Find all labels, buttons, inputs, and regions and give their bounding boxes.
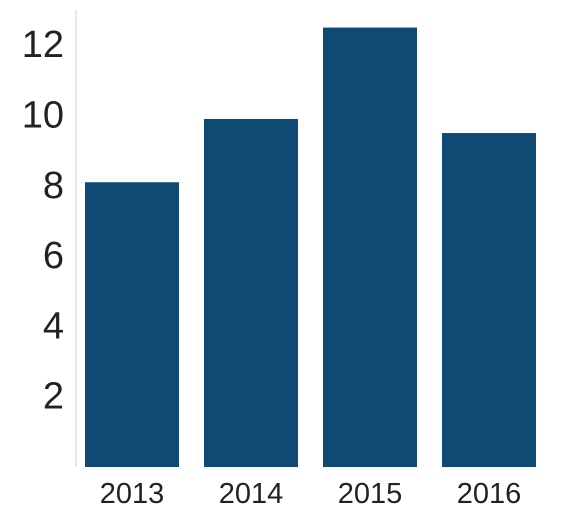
bars <box>85 27 536 468</box>
x-tick-label: 2015 <box>338 478 403 510</box>
y-tick-label: 4 <box>43 305 64 347</box>
x-tick-label: 2016 <box>457 478 522 510</box>
y-tick-label: 8 <box>43 165 64 207</box>
x-axis: 2013 2014 2015 2016 <box>100 478 522 510</box>
x-tick-label: 2013 <box>100 478 165 510</box>
bar-2013 <box>85 182 179 467</box>
x-tick-label: 2014 <box>219 478 284 510</box>
y-tick-label: 2 <box>43 376 64 418</box>
y-tick-label: 12 <box>22 24 64 66</box>
y-tick-label: 6 <box>43 235 64 277</box>
y-axis: 2 4 6 8 10 12 <box>22 10 77 467</box>
bar-2014 <box>204 118 298 467</box>
bar-2015 <box>323 27 417 467</box>
bar-2016 <box>442 133 536 468</box>
y-tick-label: 10 <box>22 94 64 136</box>
